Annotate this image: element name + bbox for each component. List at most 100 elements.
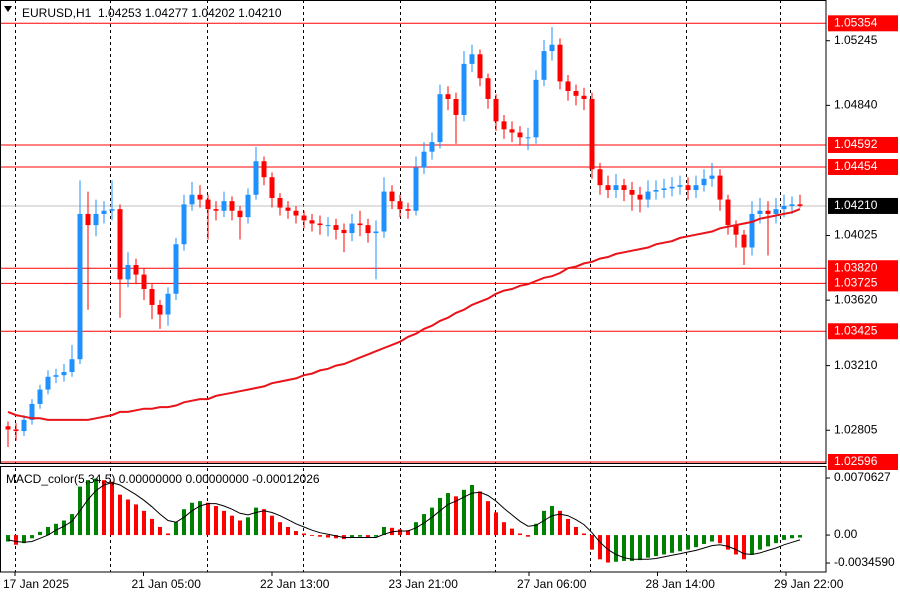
level-label: 1.04454 (834, 159, 878, 173)
candle-body (429, 142, 435, 152)
macd-bar (14, 535, 18, 545)
level-label: 1.03820 (834, 260, 878, 274)
y-tick-label: 1.02805 (834, 422, 878, 436)
candle-body (637, 194, 643, 200)
macd-bar (598, 535, 602, 560)
macd-bar (742, 535, 746, 560)
y-tick-label: 1.03210 (834, 358, 878, 372)
y-tick-label: 1.04840 (834, 98, 878, 112)
macd-bar (270, 515, 274, 536)
macd-bar (478, 491, 482, 536)
macd-bar (214, 505, 218, 536)
macd-bar (542, 510, 546, 536)
macd-bar (46, 526, 50, 536)
macd-bar (526, 535, 530, 537)
macd-bar (406, 530, 410, 536)
macd-bar (70, 514, 74, 536)
candle-body (757, 210, 763, 214)
candle-body (333, 225, 339, 230)
macd-bar (38, 531, 42, 536)
macd-bar (62, 520, 66, 536)
candle-body (381, 191, 387, 232)
x-tick-label: 17 Jan 2025 (3, 577, 69, 591)
candle-body (669, 186, 675, 189)
candle-body (245, 194, 251, 218)
candle-body (501, 121, 507, 130)
candle-body (85, 213, 91, 226)
candle-body (461, 63, 467, 115)
x-tick-label: 28 Jan 14:00 (646, 577, 716, 591)
level-label-box (828, 158, 898, 175)
macd-bar (54, 523, 58, 536)
macd-bar (350, 535, 354, 538)
candle-body (749, 213, 755, 248)
menu-triangle[interactable] (4, 6, 12, 12)
candle-body (557, 44, 563, 82)
macd-bar (518, 533, 522, 536)
level-label-box (828, 275, 898, 292)
macd-bar (590, 535, 594, 550)
candle-body (421, 151, 427, 168)
macd-bar (318, 535, 322, 537)
candle-body (677, 185, 683, 187)
macd-bar (454, 496, 458, 536)
macd-bar (126, 499, 130, 536)
candle-body (485, 78, 491, 99)
chart-title: EURUSD,H1 1.04253 1.04277 1.04202 1.0421… (22, 6, 282, 20)
candle-body (317, 223, 323, 226)
macd-bar (798, 535, 802, 538)
macd-bar (470, 484, 474, 536)
candle-body (365, 225, 371, 234)
candle-body (645, 191, 651, 200)
macd-bar (166, 533, 170, 536)
macd-bar (150, 518, 154, 536)
macd-bar (614, 535, 618, 562)
macd-bar (534, 523, 538, 536)
candle-body (229, 201, 235, 211)
macd-bar (782, 535, 786, 540)
macd-bar (230, 515, 234, 536)
candle-body (613, 185, 619, 190)
macd-bar (294, 531, 298, 536)
x-tick-label: 21 Jan 05:00 (132, 577, 202, 591)
candle-body (53, 375, 59, 377)
candle-body (389, 191, 395, 202)
macd-bar (670, 535, 674, 553)
y-tick-label: 1.03620 (834, 292, 878, 306)
x-tick-label: 23 Jan 21:00 (389, 577, 459, 591)
macd-bar (654, 535, 658, 557)
macd-bar (158, 526, 162, 536)
macd-bar (622, 535, 626, 561)
candle-body (741, 234, 747, 248)
candle-body (541, 51, 547, 80)
candle-body (525, 137, 531, 139)
candle-body (437, 94, 443, 143)
candle-body (629, 189, 635, 195)
candle-body (717, 175, 723, 200)
candle-body (45, 376, 51, 390)
macd-bar (438, 497, 442, 536)
macd-bar (694, 535, 698, 548)
macd-bar (486, 501, 490, 536)
macd-bar (494, 512, 498, 536)
candle-body (29, 403, 35, 420)
macd-bar (302, 533, 306, 536)
level-label-box (828, 260, 898, 277)
candle-body (221, 201, 227, 211)
macd-bar (374, 535, 378, 537)
candle-body (173, 244, 179, 294)
macd-bar (238, 520, 242, 536)
macd-bar (550, 505, 554, 536)
macd-bar (606, 535, 610, 563)
macd-panel-frame (0, 466, 827, 573)
macd-bar (702, 535, 706, 544)
candle-body (661, 188, 667, 190)
candle-body (165, 293, 171, 315)
level-label: 1.05354 (834, 15, 878, 29)
candle-body (773, 209, 779, 214)
candle-body (765, 210, 771, 214)
price-panel-frame (0, 0, 827, 464)
candle-body (549, 44, 555, 52)
macd-bar (142, 510, 146, 536)
macd-bar (726, 535, 730, 550)
